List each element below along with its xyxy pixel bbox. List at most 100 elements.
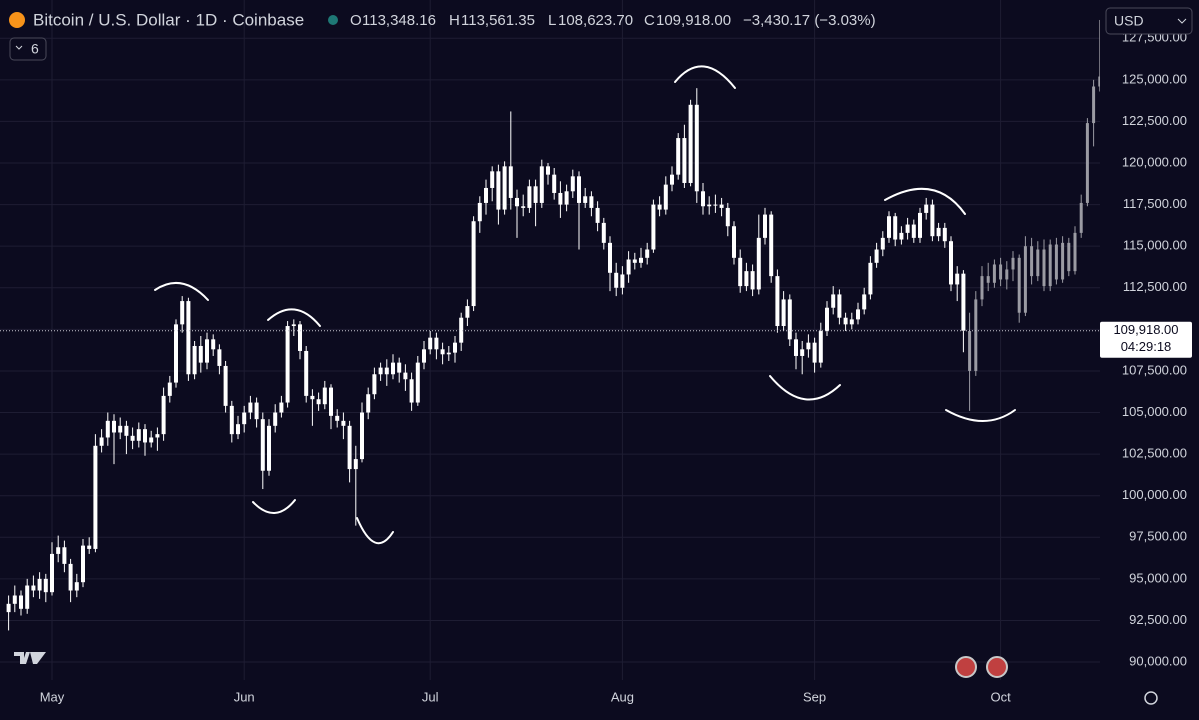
candle-body xyxy=(397,362,402,373)
candle-body xyxy=(453,342,457,353)
candle-body xyxy=(1011,257,1015,270)
y-tick-label: 112,500.00 xyxy=(1123,279,1187,294)
btc-logo xyxy=(9,12,25,28)
candle-body xyxy=(304,350,309,396)
candle-body xyxy=(62,547,67,564)
candle-body xyxy=(670,174,674,185)
candle-body xyxy=(818,331,823,363)
candle-body xyxy=(56,547,61,554)
candle-body xyxy=(992,264,996,283)
y-tick-label: 92,500.00 xyxy=(1129,612,1187,627)
candle-body xyxy=(465,306,470,318)
x-tick-label: Oct xyxy=(990,689,1011,704)
candle-body xyxy=(347,425,352,470)
y-tick-label: 90,000.00 xyxy=(1129,653,1187,668)
candle-body xyxy=(843,317,848,325)
arc xyxy=(884,187,966,215)
candle-body xyxy=(725,207,730,227)
candle-body xyxy=(490,171,495,188)
x-tick-label: Jul xyxy=(422,689,439,704)
candle-body xyxy=(136,429,141,441)
candle-body xyxy=(980,276,984,300)
l-value: 108,623.70 xyxy=(558,12,633,29)
candle-body xyxy=(552,174,557,193)
candle-body xyxy=(639,257,643,263)
candle-body xyxy=(130,435,135,441)
currency-select[interactable] xyxy=(1105,7,1193,35)
candle-body xyxy=(366,394,371,413)
candle-body xyxy=(1079,202,1083,233)
candle-body xyxy=(657,204,662,210)
x-tick-label: Aug xyxy=(611,689,634,704)
candle-body xyxy=(806,342,811,350)
indicators-toggle[interactable] xyxy=(9,37,47,61)
candle-body xyxy=(105,420,110,438)
candle-body xyxy=(87,545,92,549)
settings-icon[interactable] xyxy=(1144,691,1158,705)
chevron xyxy=(15,45,23,50)
candle-body xyxy=(167,382,172,396)
candle-body xyxy=(93,445,98,549)
o-label: O xyxy=(350,12,362,29)
candle-body xyxy=(291,324,296,327)
candle-body xyxy=(1067,242,1071,272)
y-tick-label: 120,000.00 xyxy=(1122,154,1187,169)
candle-body xyxy=(521,206,526,208)
candle-body xyxy=(508,166,513,198)
arc xyxy=(356,517,394,545)
x-tick-label: Sep xyxy=(803,689,826,704)
currency[interactable]: USD xyxy=(1114,13,1144,29)
candle-body xyxy=(874,249,879,263)
price-axis xyxy=(1100,0,1199,720)
candle-body xyxy=(999,264,1003,280)
y-tick-label: 97,500.00 xyxy=(1129,529,1187,544)
h-label: H xyxy=(449,12,460,29)
candle-body xyxy=(1073,232,1077,272)
candle-body xyxy=(899,232,904,240)
candle-body xyxy=(50,553,54,593)
candle-body xyxy=(831,294,836,308)
candle-body xyxy=(1048,244,1052,287)
candle-body xyxy=(180,301,185,325)
arc xyxy=(674,65,736,89)
candle-body xyxy=(223,365,228,406)
y-tick-label: 100,000.00 xyxy=(1122,487,1187,502)
candle-body xyxy=(893,216,898,240)
candle-body xyxy=(974,299,978,371)
candle-body xyxy=(403,372,408,380)
candle-body xyxy=(794,339,798,356)
candle-body xyxy=(459,317,464,343)
candle-body xyxy=(298,324,302,351)
event-flag[interactable] xyxy=(955,656,977,678)
indicator-count[interactable]: 6 xyxy=(31,41,39,57)
candle-body xyxy=(694,104,699,192)
candle-body xyxy=(676,138,681,175)
candle-body xyxy=(707,204,712,207)
candle-body xyxy=(756,237,761,290)
candle-body xyxy=(595,207,600,223)
candle-body xyxy=(825,307,829,332)
candle-body xyxy=(750,271,755,290)
last-price: 109,918.00 xyxy=(1113,322,1178,337)
chevron xyxy=(1177,18,1187,24)
candle-body xyxy=(353,459,358,470)
y-tick-label: 107,500.00 xyxy=(1122,362,1187,377)
annotations xyxy=(154,65,1016,545)
candle-body xyxy=(229,405,234,435)
candle-body xyxy=(589,196,594,208)
candle-body xyxy=(124,425,129,436)
candle-body xyxy=(484,187,488,203)
candle-body xyxy=(335,415,340,421)
candle-body xyxy=(856,309,860,320)
last-price-box xyxy=(1100,321,1192,358)
candle-body xyxy=(787,299,792,340)
candle-body xyxy=(155,434,160,438)
candle-body xyxy=(1061,242,1065,280)
candle-body xyxy=(942,227,947,242)
event-flag[interactable] xyxy=(986,656,1008,678)
y-tick-label: 117,500.00 xyxy=(1123,196,1187,211)
candle-body xyxy=(242,412,247,425)
candle-body xyxy=(434,337,439,350)
candle-body xyxy=(1017,257,1021,313)
